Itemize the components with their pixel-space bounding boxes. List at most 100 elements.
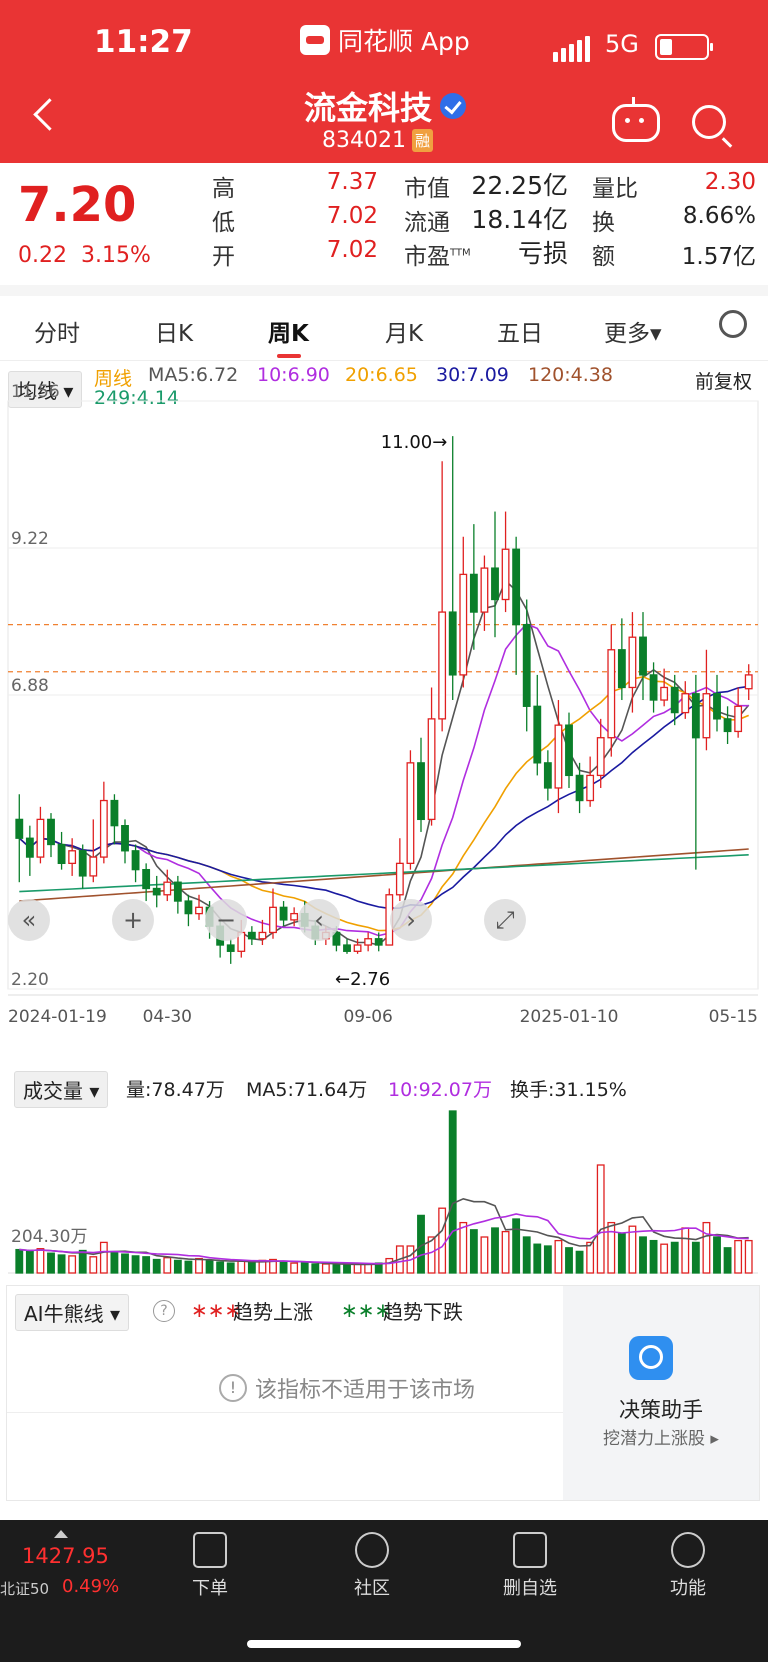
- volume-bar: [300, 1262, 309, 1274]
- legend-ma10: 10:6.90: [257, 364, 330, 386]
- index-arrow-icon: [54, 1530, 68, 1538]
- up-dots: ∗∗∗: [191, 1298, 242, 1322]
- scroll-left-icon[interactable]: ‹: [298, 899, 340, 941]
- volume-bar: [702, 1221, 711, 1274]
- volume-bar: [237, 1260, 246, 1274]
- volume-bar: [681, 1227, 690, 1274]
- low-value: 7.02: [326, 203, 378, 229]
- tab-weekly-k[interactable]: 周K: [268, 321, 309, 347]
- volume-selector[interactable]: 成交量 ▾: [14, 1071, 109, 1108]
- candle-body: [121, 825, 129, 852]
- nav-functions[interactable]: 功能: [633, 1532, 743, 1600]
- volume-bar: [78, 1249, 87, 1274]
- ai-selector-label: AI牛熊线: [24, 1302, 104, 1326]
- legend-ma5: MA5:6.72: [148, 364, 239, 386]
- verified-icon: [440, 93, 467, 119]
- index-pct: 0.49%: [62, 1576, 120, 1597]
- volume-bar: [713, 1236, 721, 1274]
- volume-bar: [427, 1236, 436, 1274]
- index-value[interactable]: 1427.95: [22, 1544, 109, 1568]
- ai-indicator-panel: AI牛熊线 ▾ ? ∗∗∗ 趋势上涨 ∗∗∗ 趋势下跌 ! 该指标不适用于该市场…: [6, 1285, 760, 1501]
- tab-daily-k[interactable]: 日K: [155, 321, 194, 347]
- network-label: 5G: [605, 30, 639, 58]
- date-tick-label: 04-30: [143, 1007, 192, 1027]
- turnover-value: 8.66%: [682, 203, 756, 229]
- volume-bar: [195, 1257, 203, 1274]
- open-label: 开: [212, 244, 235, 270]
- candle-body: [417, 762, 425, 821]
- volume-bar: [480, 1236, 489, 1274]
- volume-bar: [68, 1255, 77, 1274]
- nav-order[interactable]: 下单: [155, 1532, 265, 1600]
- volume-bar: [385, 1257, 394, 1274]
- candle-body: [670, 686, 679, 714]
- robot-assistant-icon[interactable]: [612, 97, 660, 142]
- price-change: 0.22 3.15%: [18, 243, 151, 268]
- volume-bar: [459, 1221, 468, 1274]
- ma30-line: [18, 685, 749, 910]
- assistant-search-icon: [629, 1336, 673, 1380]
- tab-more[interactable]: 更多▾: [604, 321, 662, 347]
- candle-body: [628, 636, 637, 689]
- volume-bar: [247, 1261, 256, 1274]
- volume-bar: [110, 1251, 119, 1274]
- candle-body: [364, 938, 373, 946]
- date-tick-label: 2025-01-10: [520, 1007, 619, 1027]
- back-icon[interactable]: [33, 98, 66, 131]
- candle-body: [406, 762, 415, 865]
- candle-body: [152, 887, 161, 896]
- assistant-title: 决策助手: [619, 1398, 703, 1422]
- candle-body: [596, 737, 605, 777]
- fullscreen-icon[interactable]: ⤢: [484, 899, 526, 941]
- volume-bar: [184, 1260, 193, 1274]
- zoom-in-icon[interactable]: +: [112, 899, 154, 941]
- zoom-out-icon[interactable]: −: [205, 899, 247, 941]
- volume-bar: [269, 1258, 277, 1274]
- scroll-right-icon[interactable]: ›: [390, 899, 432, 941]
- candle-body: [184, 900, 193, 915]
- nav-community[interactable]: 社区: [317, 1532, 427, 1600]
- candle-body: [142, 868, 151, 890]
- price-tick-label: 9.22: [11, 529, 49, 549]
- pe-label-text: 市盈: [404, 244, 450, 270]
- volume-value: 量:78.47万: [126, 1079, 225, 1101]
- adjust-mode[interactable]: 前复权: [695, 371, 753, 393]
- pe-label: 市盈TTM: [404, 237, 471, 271]
- nav-remove-watch[interactable]: 删自选: [475, 1532, 585, 1600]
- volume-bar: [311, 1263, 320, 1274]
- candle-body: [533, 705, 542, 764]
- search-icon[interactable]: [692, 105, 726, 139]
- remove-watch-icon: [513, 1532, 547, 1568]
- info-icon: !: [219, 1374, 247, 1402]
- margin-badge: 融: [411, 129, 433, 152]
- tab-intraday[interactable]: 分时: [34, 321, 80, 347]
- volume-bar: [501, 1230, 510, 1274]
- settings-icon[interactable]: [719, 310, 747, 338]
- ma5-line: [18, 579, 750, 946]
- mcap-label: 市值: [404, 176, 450, 202]
- candle-body: [131, 850, 140, 871]
- candle-body: [691, 693, 700, 739]
- decision-assistant[interactable]: 决策助手 挖潜力上涨股 ▸: [563, 1286, 759, 1500]
- volume-bar: [565, 1247, 573, 1274]
- vr-label: 量比: [592, 176, 638, 202]
- help-icon[interactable]: ?: [153, 1300, 175, 1322]
- float-value: 18.14亿: [471, 205, 568, 234]
- scroll-left-fast-icon[interactable]: «: [8, 899, 50, 941]
- volume-selector-label: 成交量: [23, 1079, 83, 1103]
- pe-value: 亏损: [517, 239, 568, 268]
- candle-body: [491, 567, 499, 601]
- ai-selector[interactable]: AI牛熊线 ▾: [15, 1294, 129, 1331]
- candle-body: [565, 724, 573, 777]
- vr-value: 2.30: [704, 169, 756, 195]
- notice-text: 该指标不适用于该市场: [255, 1378, 476, 1403]
- amount-label: 额: [592, 244, 615, 270]
- tab-five-day[interactable]: 五日: [497, 321, 543, 347]
- functions-icon: [671, 1532, 705, 1568]
- volume-bar: [89, 1256, 98, 1274]
- ma-selector[interactable]: 均线 ▾: [8, 371, 83, 408]
- tab-monthly-k[interactable]: 月K: [385, 321, 424, 347]
- candle-body: [723, 718, 732, 733]
- volume-bar: [131, 1255, 140, 1274]
- candle-body: [438, 611, 447, 720]
